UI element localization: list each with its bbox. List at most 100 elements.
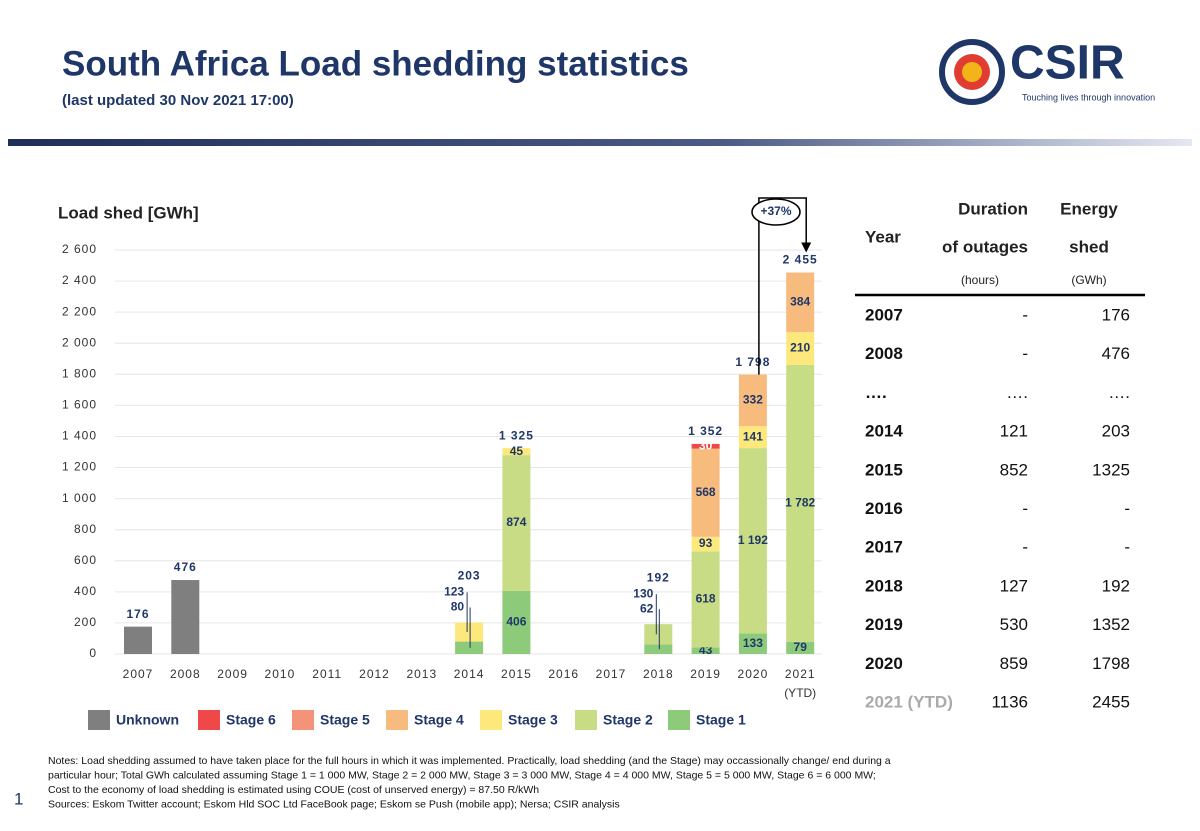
bar-segment [786, 641, 815, 654]
logo-tagline: Touching lives through innovation [1022, 92, 1155, 102]
legend-label: Stage 3 [508, 712, 558, 728]
table-cell: 2019 [865, 615, 903, 634]
table-cell: 2020 [865, 654, 903, 673]
table-unit: (hours) [961, 273, 999, 287]
data-label: 406 [506, 615, 526, 629]
legend-label: Stage 6 [226, 712, 276, 728]
table-cell: 121 [1000, 422, 1028, 441]
table-cell: - [1022, 344, 1028, 363]
note-line: Cost to the economy of load shedding is … [48, 784, 539, 796]
legend-label: Stage 1 [696, 712, 746, 728]
note-line: particular hour; Total GWh calculated as… [48, 769, 876, 781]
data-label: 618 [696, 591, 716, 605]
arrow-head [801, 242, 812, 253]
legend-swatch [480, 710, 502, 730]
x-tick-label: 2008 [170, 667, 201, 681]
table-cell: 1325 [1092, 460, 1130, 479]
y-tick-label: 2 000 [62, 335, 97, 349]
data-label: 141 [743, 429, 763, 443]
table-cell: - [1022, 499, 1028, 518]
data-label: 133 [743, 636, 763, 650]
y-tick-label: 800 [74, 522, 97, 536]
table-cell: 2014 [865, 422, 903, 441]
table-header: shed [1069, 237, 1109, 256]
bar-segment [171, 580, 200, 654]
bar-segment [738, 448, 767, 634]
table-cell: 1352 [1092, 615, 1130, 634]
y-tick-label: 2 200 [62, 304, 97, 318]
logo: CSIR Touching lives through innovation [939, 37, 1155, 105]
x-tick-label: 2016 [548, 667, 579, 681]
x-tick-label: 2010 [265, 667, 296, 681]
y-tick-label: 1 000 [62, 491, 97, 505]
bar-segment [786, 272, 815, 333]
table-cell: 852 [1000, 460, 1028, 479]
table-cell: 176 [1102, 305, 1130, 324]
page-number: 1 [14, 789, 23, 808]
x-tick-label: 2020 [738, 667, 769, 681]
annotation-circle [751, 198, 801, 226]
y-tick-label: 400 [74, 584, 97, 598]
x-tick-label: 2007 [123, 667, 154, 681]
legend-label: Unknown [116, 712, 179, 728]
table-header: Year [865, 227, 901, 246]
table-cell: 530 [1000, 615, 1028, 634]
y-tick-label: 2 600 [62, 242, 97, 256]
bar-segment [502, 448, 531, 456]
bar-segment [786, 332, 815, 365]
table-cell: 1798 [1092, 654, 1130, 673]
table-cell: 203 [1102, 422, 1130, 441]
header-band [8, 139, 1192, 146]
y-tick-label: 600 [74, 553, 97, 567]
annotation-arrow [758, 197, 807, 375]
bar-segment [786, 364, 815, 642]
data-label: 45 [510, 444, 524, 458]
legend-swatch [88, 710, 110, 730]
x-tick-label: 2014 [454, 667, 485, 681]
total-label: 176 [126, 607, 149, 621]
y-tick-label: 1 800 [62, 366, 97, 380]
y-tick-label: 1 600 [62, 398, 97, 412]
data-label: 874 [506, 515, 526, 529]
data-label: 80 [451, 600, 465, 614]
data-label: 130 [633, 586, 653, 600]
y-axis-title: Load shed [GWh] [58, 203, 199, 222]
table-cell: 127 [1000, 576, 1028, 595]
total-label: 192 [647, 570, 670, 584]
bar-segment [738, 633, 767, 654]
x-tick-label: 2009 [217, 667, 248, 681]
legend-swatch [575, 710, 597, 730]
table-cell: …. [1108, 383, 1130, 402]
annotation: +37% [760, 204, 791, 218]
data-label: 123 [444, 585, 464, 599]
table-cell: 2015 [865, 460, 903, 479]
x-tick-label: 2018 [643, 667, 674, 681]
y-tick-label: 1 400 [62, 429, 97, 443]
legend-label: Stage 4 [414, 712, 464, 728]
table-cell: 2008 [865, 344, 903, 363]
bar-segment [502, 455, 531, 591]
y-tick-label: 2 400 [62, 273, 97, 287]
table-cell: 2018 [865, 576, 903, 595]
table-cell: 859 [1000, 654, 1028, 673]
x-tick-label: 2021 [785, 667, 816, 681]
table-cell: - [1124, 499, 1130, 518]
table-cell: 2007 [865, 305, 903, 324]
table-cell: - [1022, 305, 1028, 324]
total-label: 203 [458, 569, 481, 583]
data-label: 210 [790, 341, 810, 355]
legend-label: Stage 2 [603, 712, 653, 728]
bar-segment [644, 624, 673, 645]
data-label: 30 [699, 438, 713, 452]
table-cell: - [1022, 538, 1028, 557]
bar-segment [738, 426, 767, 449]
logo-text: CSIR [1010, 37, 1125, 90]
x-tick-label: 2011 [312, 667, 342, 681]
x-tick-label: 2019 [690, 667, 721, 681]
bar-segment [738, 374, 767, 427]
bar-segment [124, 626, 152, 654]
bar-segment [691, 536, 720, 552]
bar-segment [691, 551, 720, 648]
bar-segment [502, 590, 531, 654]
